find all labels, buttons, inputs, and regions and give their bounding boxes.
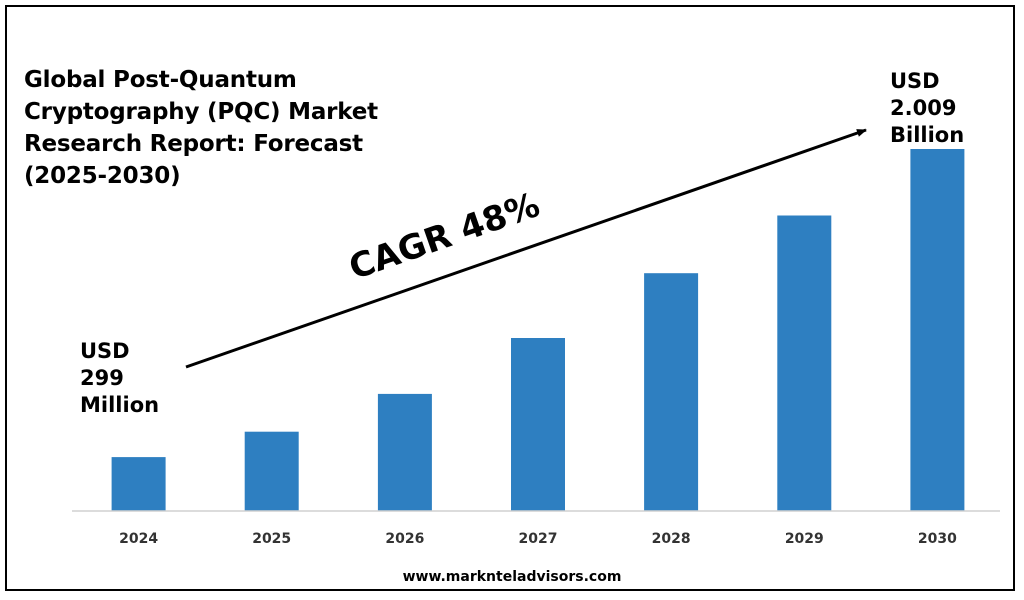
- start-annotation-unit: Million: [80, 393, 160, 417]
- bar-2030: [910, 149, 965, 511]
- bar-2025: [244, 431, 299, 511]
- x-tick-label-2030: 2030: [918, 531, 957, 547]
- x-tick-label-2027: 2027: [519, 531, 558, 547]
- start-annotation-value: 299: [80, 366, 124, 390]
- cagr-trend-arrow: [185, 128, 867, 369]
- start-annotation-currency: USD: [80, 339, 130, 363]
- x-tick-label-2026: 2026: [385, 531, 424, 547]
- bar-2029: [777, 215, 832, 511]
- bar-2027: [511, 338, 565, 511]
- x-tick-label-2028: 2028: [652, 531, 691, 547]
- bar-2024: [111, 457, 166, 511]
- cagr-label: CAGR 48%: [344, 185, 545, 288]
- end-annotation-value: 2.009: [890, 96, 957, 120]
- end-annotation-unit: Billion: [890, 123, 965, 147]
- end-annotation-currency: USD: [890, 69, 940, 93]
- bars-group: [111, 149, 965, 511]
- x-tick-label-2029: 2029: [785, 531, 824, 547]
- end-value-annotation: USD 2.009 Billion: [890, 68, 964, 149]
- chart-title: Global Post-Quantum Cryptography (PQC) M…: [24, 67, 378, 189]
- source-url: www.marknteladvisors.com: [402, 569, 622, 585]
- bar-2026: [377, 393, 432, 511]
- x-tick-label-2025: 2025: [252, 531, 291, 547]
- start-value-annotation: USD 299 Million: [80, 338, 159, 419]
- bar-2028: [644, 273, 699, 511]
- x-tick-label-2024: 2024: [119, 531, 158, 547]
- chart-frame: [5, 5, 1015, 591]
- x-tick-labels: 2024 2025 2026 2027 2028 2029 2030: [119, 531, 957, 547]
